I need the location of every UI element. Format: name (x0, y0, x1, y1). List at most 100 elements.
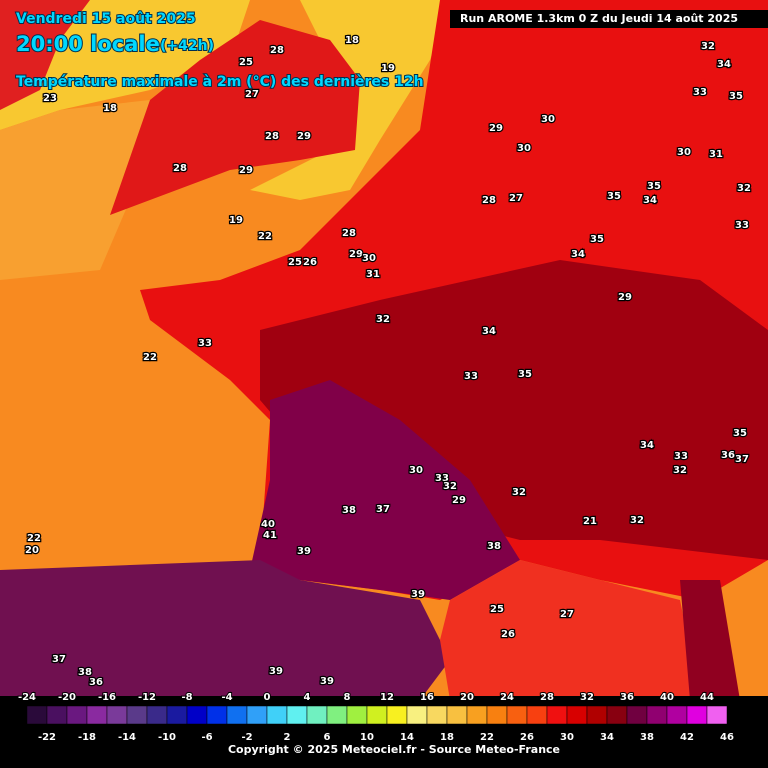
temp-label: 33 (435, 473, 449, 484)
scale-label: 18 (440, 732, 454, 743)
very-hot-zone (250, 380, 520, 600)
scale-swatch (386, 705, 408, 725)
temp-label: 34 (643, 195, 657, 206)
temp-label: 30 (517, 143, 531, 154)
temp-label: 38 (342, 505, 356, 516)
scale-label: -24 (18, 692, 36, 703)
scale-label: 14 (400, 732, 414, 743)
scale-label: 10 (360, 732, 374, 743)
temp-label: 32 (673, 465, 687, 476)
temp-label: 33 (198, 338, 212, 349)
temp-label: 33 (464, 371, 478, 382)
temp-label: 31 (709, 149, 723, 160)
temp-label: 29 (618, 292, 632, 303)
scale-label: 4 (304, 692, 311, 703)
temp-label: 38 (78, 667, 92, 678)
scale-swatch (486, 705, 508, 725)
scale-label: -6 (201, 732, 212, 743)
scale-label: -18 (78, 732, 96, 743)
temp-label: 22 (27, 533, 41, 544)
temp-label: 27 (509, 193, 523, 204)
temp-label: 25 (490, 604, 504, 615)
scale-swatch (446, 705, 468, 725)
temp-label: 37 (376, 504, 390, 515)
temp-label: 29 (239, 165, 253, 176)
temp-label: 26 (501, 629, 515, 640)
scale-swatch (346, 705, 368, 725)
temp-label: 28 (265, 131, 279, 142)
scale-swatch (106, 705, 128, 725)
temp-label: 32 (630, 515, 644, 526)
scale-label: 12 (380, 692, 394, 703)
scale-label: -4 (221, 692, 232, 703)
scale-swatch (86, 705, 108, 725)
map-title: Température maximale à 2m (°C) des derni… (16, 74, 424, 90)
lead-time: (+42h) (160, 38, 214, 54)
scale-label: 40 (660, 692, 674, 703)
temp-label: 20 (25, 545, 39, 556)
temp-label: 27 (245, 89, 259, 100)
scale-swatch (686, 705, 708, 725)
scale-swatch (246, 705, 268, 725)
temp-label: 32 (701, 41, 715, 52)
temp-label: 25 (288, 257, 302, 268)
scale-label: 6 (324, 732, 331, 743)
scale-swatch (66, 705, 88, 725)
temp-label: 26 (303, 257, 317, 268)
scale-label: 32 (580, 692, 594, 703)
mediterranean (440, 560, 700, 700)
scale-swatch (626, 705, 648, 725)
temp-label: 29 (349, 249, 363, 260)
scale-swatch (186, 705, 208, 725)
scale-swatch (366, 705, 388, 725)
scale-swatch (646, 705, 668, 725)
temp-label: 31 (366, 269, 380, 280)
temp-label: 19 (381, 63, 395, 74)
scale-label: 36 (620, 692, 634, 703)
temp-label: 21 (583, 516, 597, 527)
scale-swatch (306, 705, 328, 725)
temp-label: 32 (443, 481, 457, 492)
date: Vendredi 15 août 2025 (16, 11, 196, 27)
scale-swatch (426, 705, 448, 725)
temp-label: 30 (362, 253, 376, 264)
scale-swatch (226, 705, 248, 725)
temp-label: 36 (721, 450, 735, 461)
run-box (450, 10, 768, 28)
scale-label: -22 (38, 732, 56, 743)
temp-label: 30 (677, 147, 691, 158)
scale-label: 34 (600, 732, 614, 743)
scale-label: 28 (540, 692, 554, 703)
temp-label: 35 (733, 428, 747, 439)
temp-label: 39 (320, 676, 334, 687)
temp-label: 35 (729, 91, 743, 102)
temp-label: 34 (640, 440, 654, 451)
temp-label: 36 (89, 677, 103, 688)
copyright: Copyright © 2025 Meteociel.fr - Source M… (228, 743, 560, 756)
temp-label: 35 (590, 234, 604, 245)
scale-swatch (46, 705, 68, 725)
time: 20:00 locale (16, 32, 160, 56)
temp-label: 35 (607, 191, 621, 202)
scale-swatch (706, 705, 728, 725)
temp-label: 22 (143, 352, 157, 363)
temp-label: 35 (518, 369, 532, 380)
scale-swatch (326, 705, 348, 725)
scale-swatch (206, 705, 228, 725)
scale-swatch (146, 705, 168, 725)
scale-label: 26 (520, 732, 534, 743)
scale-swatch (666, 705, 688, 725)
scale-label: 20 (460, 692, 474, 703)
scale-label: -10 (158, 732, 176, 743)
temp-label: 29 (297, 131, 311, 142)
temp-label: 33 (693, 87, 707, 98)
temp-label: 28 (342, 228, 356, 239)
scale-label: 42 (680, 732, 694, 743)
temp-label: 32 (512, 487, 526, 498)
scale-swatch (546, 705, 568, 725)
scale-label: -8 (181, 692, 192, 703)
temp-label: 29 (452, 495, 466, 506)
scale-swatch (506, 705, 528, 725)
temp-label: 34 (482, 326, 496, 337)
